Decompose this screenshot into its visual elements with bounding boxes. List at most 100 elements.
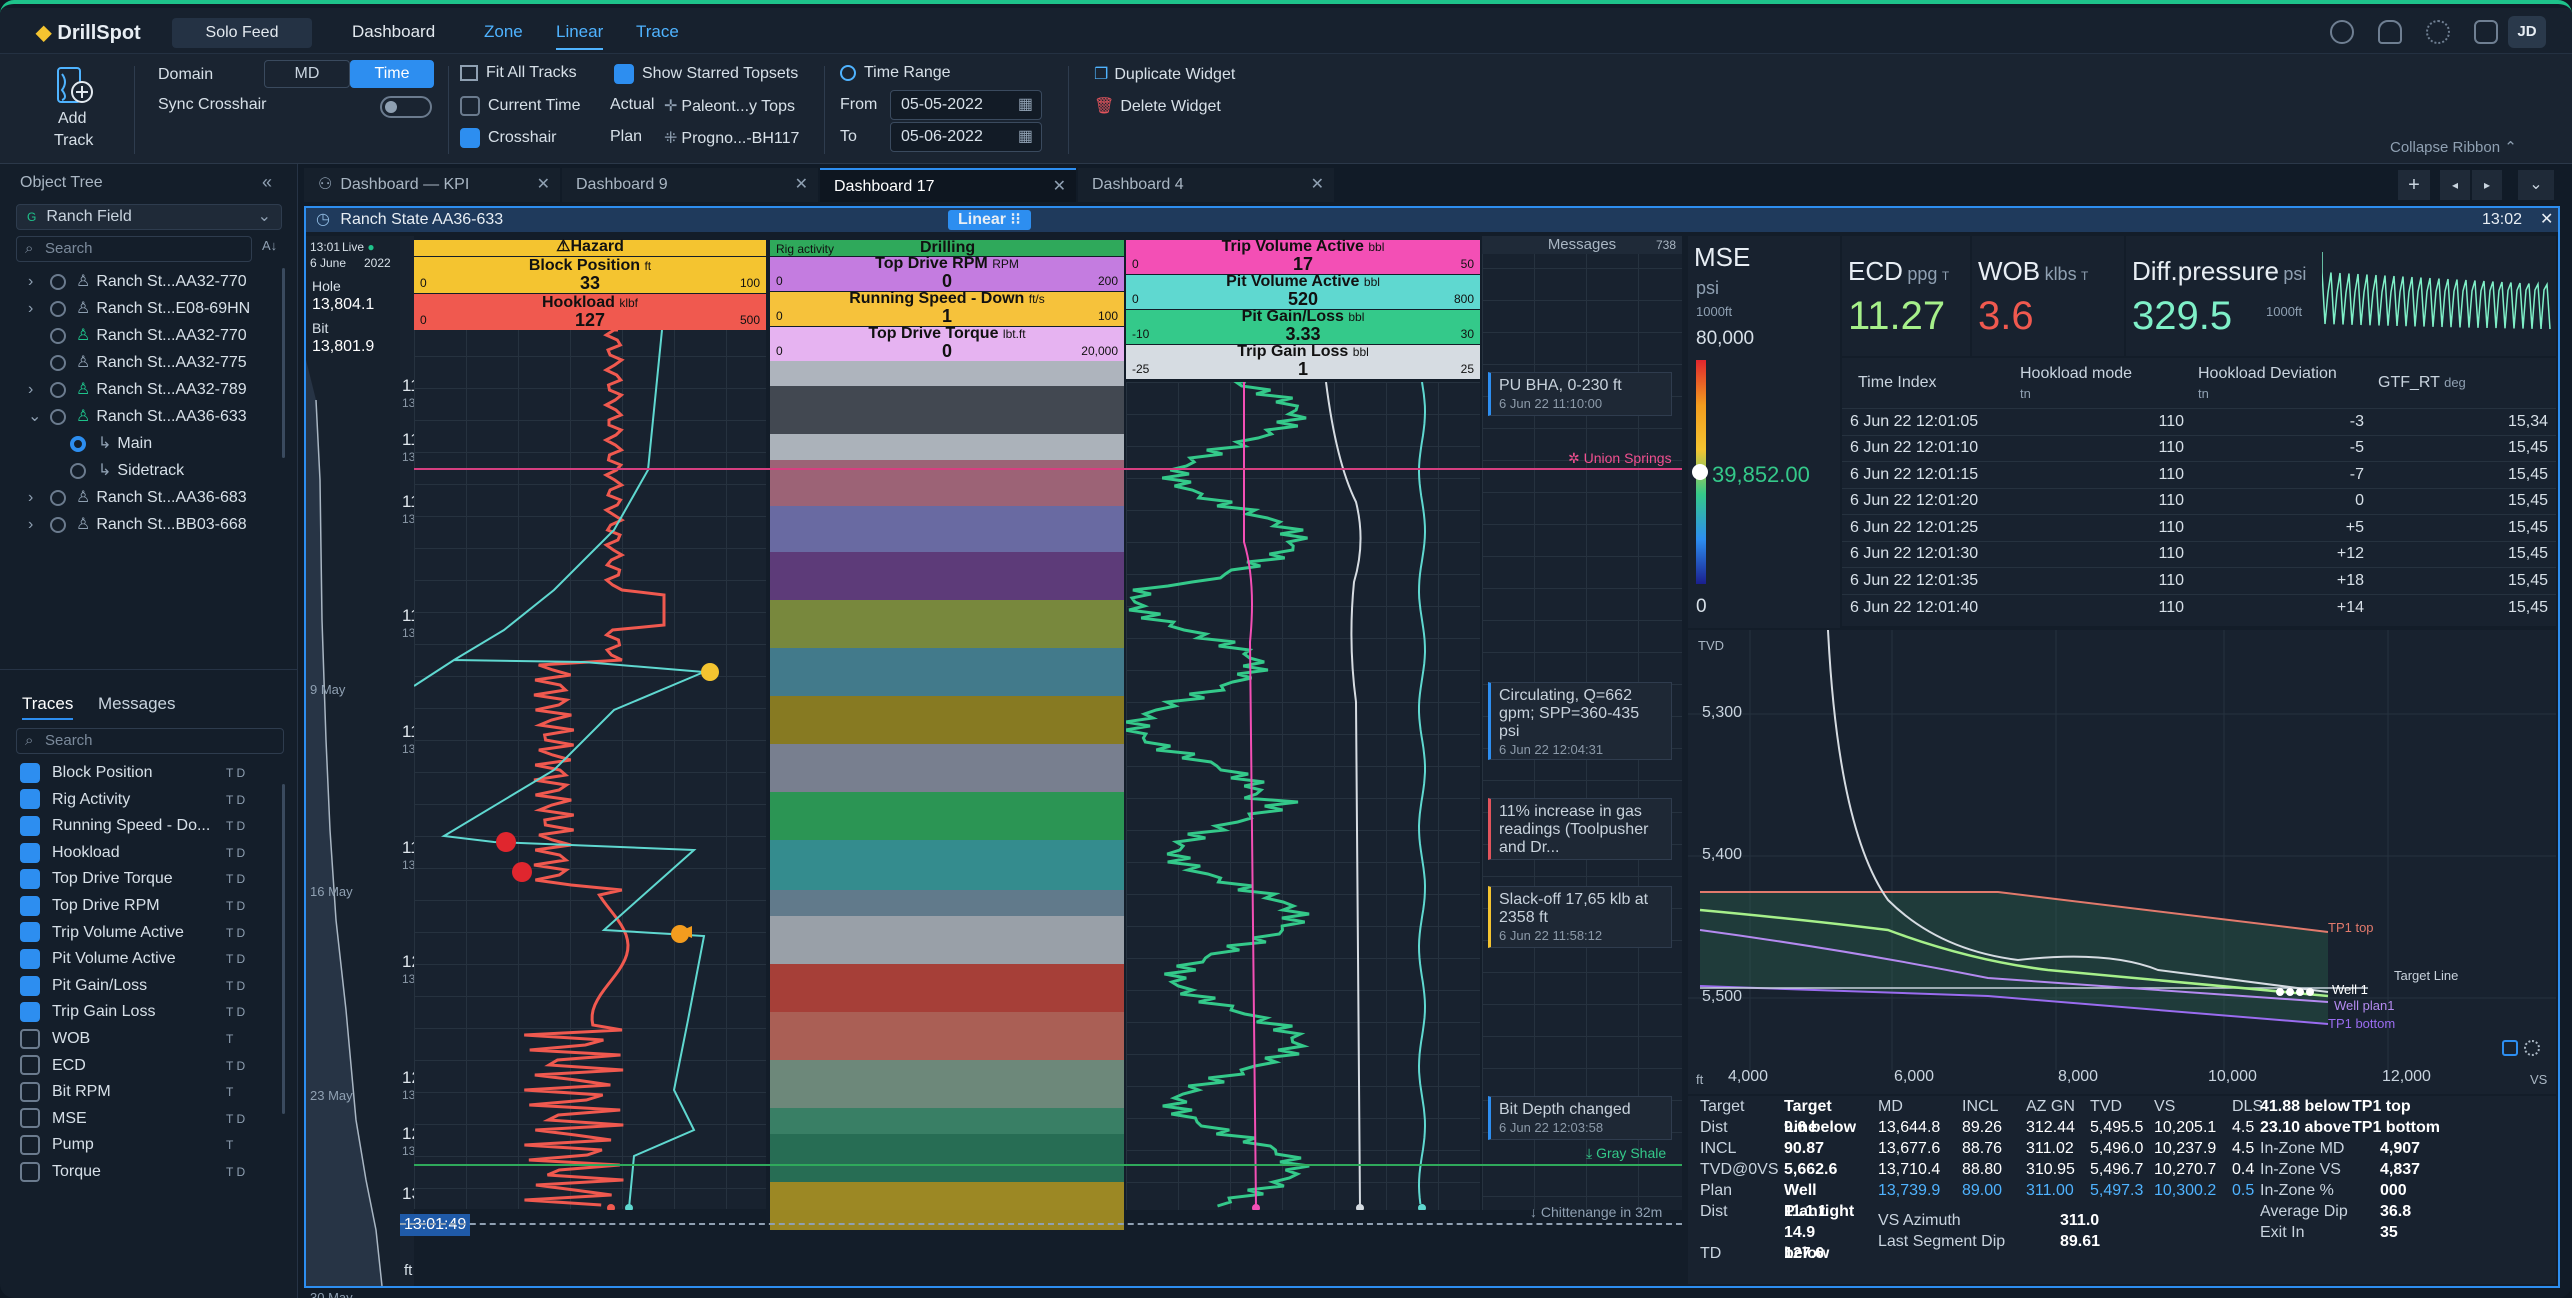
traces-search-input[interactable]: ⌕ Search [16,728,284,754]
trace-item[interactable]: Running Speed - Do... T D [20,813,278,840]
tab-dashboard-kpi[interactable]: ⚇ Dashboard — KPI ✕ [304,168,560,202]
tree-item[interactable]: ♙ Ranch St...AA32-770 [28,322,278,349]
checkbox-checked-icon[interactable] [20,842,40,863]
trace-item[interactable]: Hookload T D [20,840,278,867]
sync-crosshair-toggle[interactable] [380,96,432,118]
close-icon[interactable]: ✕ [1052,178,1066,195]
from-date-input[interactable]: 05-05-2022 ▦ [890,90,1042,120]
table-row[interactable]: 6 Jun 22 12:01:20 110 0 15,45 [1842,488,2556,515]
trace-item[interactable]: Pit Volume Active T D [20,946,278,973]
trace-flags[interactable]: T D [226,925,246,940]
checkbox-icon[interactable] [20,1135,40,1156]
radio-icon[interactable] [50,354,66,371]
message-card[interactable]: 11% increase in gas readings (Toolpusher… [1488,798,1672,860]
field-select[interactable]: G Ranch Field ⌄ [16,204,282,230]
tree-item[interactable]: › ♙ Ranch St...AA32-770 [28,273,247,290]
chat-icon[interactable] [2330,20,2354,44]
trace-flags[interactable]: T D [226,952,246,967]
fit-all-tracks-button[interactable]: Fit All Tracks [460,64,577,82]
checkbox-icon[interactable] [20,1161,40,1182]
radio-icon[interactable] [50,327,66,344]
solo-feed-button[interactable]: Solo Feed [172,18,312,48]
trace-item[interactable]: Bit RPM T [20,1079,278,1106]
tree-item[interactable]: › ♙ Ranch St...E08-69HN [28,300,251,317]
trace-flags[interactable]: T D [226,1164,246,1179]
trace-item[interactable]: Pit Gain/Loss T D [20,973,278,1000]
trace-item[interactable]: Rig Activity T D [20,787,278,814]
col-hookload-deviation[interactable]: Hookload Deviation tn [2198,365,2337,401]
diff-pressure-widget[interactable]: Diff.pressure psi 329.5 1000ft [2126,236,2556,356]
trace-flags[interactable]: T D [226,792,246,807]
domain-md-button[interactable]: MD [264,60,350,88]
add-tab-button[interactable]: + [2398,170,2430,200]
col-gtf[interactable]: GTF_RT deg [2378,374,2466,391]
current-time-checkbox[interactable]: Current Time [460,96,580,116]
nav-trace[interactable]: Trace [636,22,679,41]
duplicate-widget-button[interactable]: ❐ Duplicate Widget [1094,66,1236,83]
wob-widget[interactable]: WOB klbs T 3.6 [1972,236,2124,356]
track-volumes[interactable] [1126,382,1480,1210]
tree-search-input[interactable]: ⌕ Search [16,236,252,262]
message-card[interactable]: PU BHA, 0-230 ft 6 Jun 22 11:10:00 [1488,372,1672,416]
nav-zone[interactable]: Zone [484,22,523,41]
delete-widget-button[interactable]: 🗑 Delete Widget [1094,98,1221,115]
close-icon[interactable]: ✕ [1310,176,1324,193]
radio-icon[interactable] [50,381,66,398]
traces-scrollbar[interactable] [282,784,285,1114]
tree-item[interactable]: › ♙ Ranch St...AA36-683 [28,489,247,506]
hookload-header[interactable]: Hookload klbf 0 127 500 [414,294,766,330]
calendar-icon[interactable]: ▦ [1017,128,1033,145]
checkbox-icon[interactable] [20,1028,40,1049]
tree-item[interactable]: ⌄ ♙ Ranch St...AA36-633 [28,408,247,425]
add-track-icon[interactable] [48,64,98,110]
trace-flags[interactable]: T D [226,872,246,887]
trace-flags[interactable]: T [226,1031,234,1046]
message-card[interactable]: Circulating, Q=662 gpm; SPP=360-435 psi 6… [1488,682,1672,760]
to-date-input[interactable]: 05-06-2022 ▦ [890,122,1042,152]
hazard-header[interactable]: ⚠Hazard [414,239,766,256]
actual-topset-select[interactable]: ✛ Paleont...y Tops [664,98,795,115]
add-track-label-2[interactable]: Track [54,132,94,149]
tab-messages[interactable]: Messages [98,694,176,713]
message-card[interactable]: Bit Depth changed 6 Jun 22 12:03:58 [1488,1096,1672,1140]
pit-volume-header[interactable]: Pit Volume Active bbl 0 520 800 [1126,274,1480,309]
track-hookload[interactable] [414,324,766,1209]
radio-icon[interactable] [50,408,66,425]
collapse-ribbon-button[interactable]: Collapse Ribbon ⌃ [2390,139,2517,156]
crosshair-checkbox[interactable]: Crosshair [460,128,556,148]
trace-flags[interactable]: T D [226,819,246,834]
rpm-header[interactable]: Top Drive RPM RPM 0 0 200 [770,256,1124,291]
checkbox-checked-icon[interactable] [20,975,40,996]
tree-item[interactable]: › ♙ Ranch St...BB03-668 [28,516,247,533]
radio-selected-icon[interactable] [70,435,86,452]
tab-traces[interactable]: Traces [22,694,74,720]
gear-icon[interactable] [2426,20,2450,44]
radio-icon[interactable] [70,462,86,479]
show-starred-topsets-checkbox[interactable]: Show Starred Topsets [614,64,798,84]
trace-item[interactable]: Trip Gain Loss T D [20,999,278,1026]
checkbox-icon[interactable] [20,1055,40,1076]
trace-item[interactable]: MSE T D [20,1106,278,1133]
trace-item[interactable]: Top Drive Torque T D [20,866,278,893]
radio-icon[interactable] [50,300,66,317]
trace-item[interactable]: Torque T D [20,1159,278,1186]
pit-gain-header[interactable]: Pit Gain/Loss bbl -10 3.33 30 [1126,309,1480,344]
trace-flags[interactable]: T D [226,845,246,860]
checkbox-checked-icon[interactable] [20,1002,40,1023]
close-widget-icon[interactable]: ✕ [2540,211,2554,228]
table-row[interactable]: 6 Jun 22 12:01:25 110 +5 15,45 [1842,514,2556,542]
plan-topset-select[interactable]: ⁜ Progno...-BH117 [664,130,800,147]
linear-mode-badge[interactable]: Linear ⁝⁝ [948,210,1031,230]
trace-flags[interactable]: T D [226,898,246,913]
message-card[interactable]: Slack-off 17,65 klb at 2358 ft 6 Jun 22 1… [1488,886,1672,948]
add-track-label-1[interactable]: Add [58,110,87,127]
trace-flags[interactable]: T D [226,1111,246,1126]
close-icon[interactable]: ✕ [536,176,550,193]
rig-activity-header[interactable]: Rig activity Drilling [770,240,1124,256]
tree-scrollbar[interactable] [282,268,285,458]
trace-item[interactable]: ECD T D [20,1053,278,1080]
table-row[interactable]: 6 Jun 22 12:01:35 110 +18 15,45 [1842,567,2556,595]
trace-flags[interactable]: T [226,1085,234,1100]
bell-icon[interactable] [2378,20,2402,44]
tab-dashboard-9[interactable]: Dashboard 9 ✕ [562,168,818,202]
